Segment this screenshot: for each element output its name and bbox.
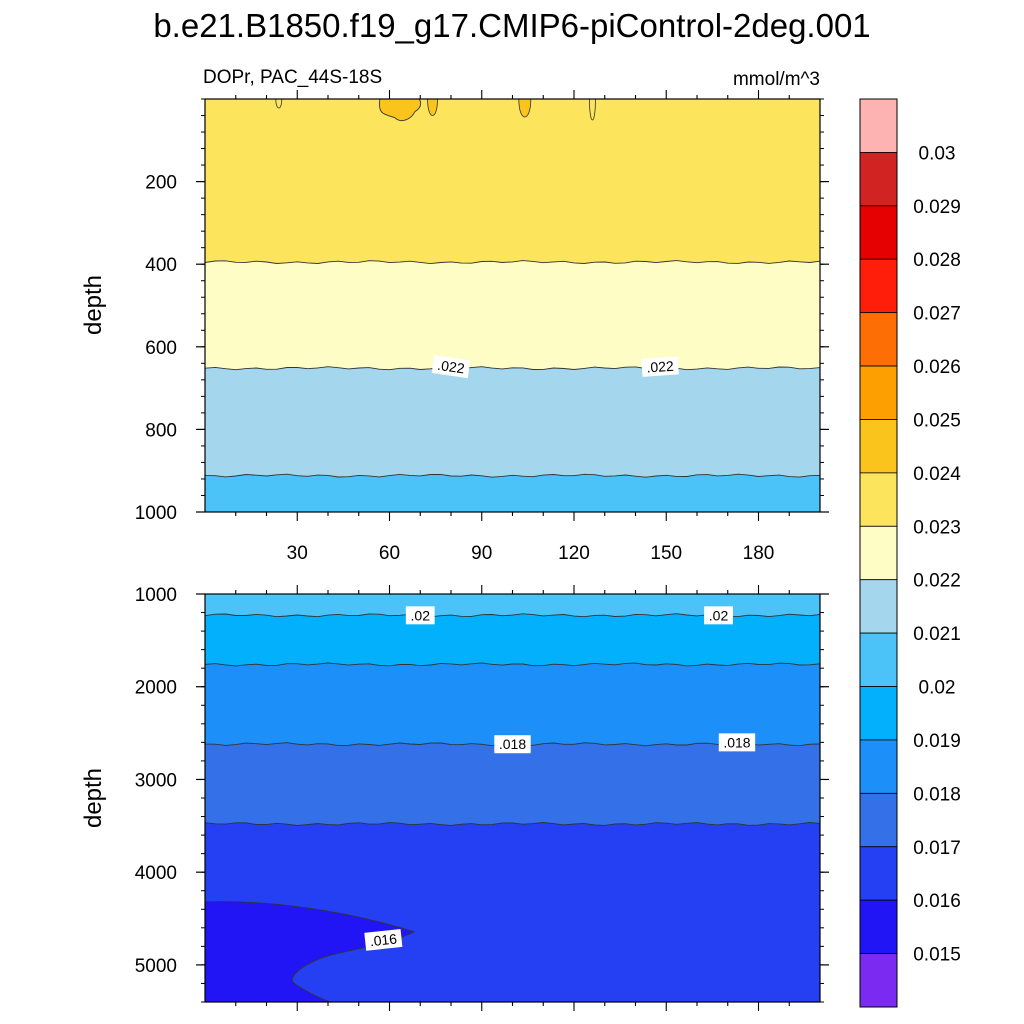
colorbar-swatch bbox=[859, 419, 898, 474]
lower-contour-label-1: .02 bbox=[704, 606, 733, 625]
lower-y-axis-label: depth bbox=[80, 768, 107, 828]
upper-contour-line-1 bbox=[204, 260, 821, 265]
colorbar-swatch bbox=[859, 579, 898, 634]
colorbar-swatch bbox=[859, 792, 898, 848]
lower-patch-0 bbox=[204, 901, 416, 1003]
figure-title: b.e21.B1850.f19_g17.CMIP6-piControl-2deg… bbox=[153, 7, 870, 44]
lower-band-1 bbox=[205, 613, 820, 666]
colorbar-swatch bbox=[859, 258, 898, 314]
colorbar-label: 0.017 bbox=[913, 838, 961, 859]
colorbar-label: 0.015 bbox=[913, 945, 961, 966]
contour-label-text: .016 bbox=[369, 930, 398, 949]
upper-contour-line-2 bbox=[204, 366, 821, 371]
colorbar-swatch bbox=[859, 632, 898, 687]
colorbar-label: 0.025 bbox=[913, 410, 961, 431]
upper-x-tick-label: 90 bbox=[471, 543, 492, 564]
upper-contour-line-3 bbox=[204, 473, 821, 478]
colorbar-label: 0.029 bbox=[913, 197, 961, 218]
colorbar-frame bbox=[859, 98, 898, 1008]
lower-contour-label-2: .018 bbox=[494, 735, 531, 754]
contour-label-box bbox=[364, 929, 403, 951]
colorbar-swatch bbox=[859, 525, 898, 581]
upper-band-0 bbox=[205, 99, 820, 264]
upper-x-tick-label: 30 bbox=[287, 543, 308, 564]
colorbar-label: 0.027 bbox=[913, 304, 961, 325]
upper-subtitle-left: DOPr, PAC_44S-18S bbox=[203, 67, 382, 88]
lower-y-tick-label: 2000 bbox=[135, 678, 177, 699]
upper-plume-3 bbox=[589, 98, 596, 121]
upper-band-2 bbox=[205, 366, 820, 478]
upper-band-1 bbox=[205, 260, 820, 370]
contour-label-text: .022 bbox=[436, 357, 465, 377]
colorbar-swatch bbox=[859, 686, 898, 741]
colorbar-swatch bbox=[859, 899, 898, 954]
upper-contour-plot: 200 400 600 800 1000 30 60 90 120 150 180 .022 .022 bbox=[135, 90, 829, 564]
upper-contour-label-1: .022 bbox=[641, 356, 679, 377]
upper-band-3 bbox=[205, 474, 820, 512]
upper-x-tick-label: 180 bbox=[743, 543, 775, 564]
colorbar-swatch bbox=[859, 953, 898, 1008]
upper-y-tick-label: 600 bbox=[145, 338, 177, 359]
colorbar-label: 0.03 bbox=[919, 143, 956, 164]
colorbar-label: 0.028 bbox=[913, 250, 961, 271]
colorbar-label: 0.024 bbox=[913, 464, 961, 485]
contour-label-text: .02 bbox=[411, 607, 431, 623]
colorbar-swatch bbox=[859, 846, 898, 901]
colorbar-label: 0.022 bbox=[913, 571, 961, 592]
contour-label-text: .018 bbox=[723, 734, 750, 750]
upper-y-tick-label: 200 bbox=[145, 173, 177, 194]
lower-y-tick-label: 3000 bbox=[135, 770, 177, 791]
upper-y-tick-label: 1000 bbox=[135, 503, 177, 524]
contour-label-box bbox=[718, 733, 756, 752]
contour-label-box bbox=[704, 606, 733, 625]
lower-contour-label-4: .016 bbox=[364, 929, 403, 951]
upper-contour-label-0: .022 bbox=[431, 355, 471, 379]
lower-y-tick-label: 5000 bbox=[135, 956, 177, 977]
colorbar: 0.015 0.016 0.017 0.018 0.019 0.02 0.021 0.022 0… bbox=[859, 98, 961, 1008]
colorbar-label: 0.026 bbox=[913, 357, 961, 378]
colorbar-swatch bbox=[859, 312, 898, 367]
lower-contour-label-3: .018 bbox=[718, 733, 756, 752]
upper-patch-0 bbox=[379, 98, 422, 122]
colorbar-swatch bbox=[859, 98, 898, 153]
lower-contour-line-2 bbox=[204, 662, 821, 667]
colorbar-label: 0.023 bbox=[913, 517, 961, 538]
upper-subtitle-right: mmol/m^3 bbox=[733, 69, 820, 90]
contour-label-box bbox=[494, 735, 531, 754]
lower-y-tick-label: 1000 bbox=[135, 585, 177, 606]
lower-contour-line-4 bbox=[204, 822, 821, 826]
lower-contour-plot: 1000 2000 3000 4000 5000 .02 .02 .018 .018 .016 bbox=[135, 585, 829, 1011]
colorbar-swatch bbox=[859, 365, 898, 420]
lower-y-tick-label: 4000 bbox=[135, 863, 177, 884]
contour-label-box bbox=[431, 355, 471, 379]
contour-label-text: .02 bbox=[709, 607, 729, 623]
colorbar-label: 0.02 bbox=[919, 678, 956, 699]
lower-band-4 bbox=[205, 822, 820, 1002]
contour-label-box bbox=[405, 606, 435, 625]
colorbar-swatch bbox=[859, 472, 898, 527]
colorbar-label: 0.018 bbox=[913, 784, 961, 805]
lower-contour-label-0: .02 bbox=[405, 606, 435, 625]
upper-plume-0 bbox=[275, 98, 283, 109]
contour-label-box bbox=[641, 356, 679, 377]
upper-x-tick-label: 120 bbox=[558, 543, 590, 564]
upper-x-tick-label: 150 bbox=[650, 543, 682, 564]
colorbar-swatch bbox=[859, 205, 898, 260]
colorbar-label: 0.019 bbox=[913, 731, 961, 752]
colorbar-swatch bbox=[859, 739, 898, 794]
upper-y-tick-label: 400 bbox=[145, 255, 177, 276]
colorbar-label: 0.016 bbox=[913, 891, 961, 912]
contour-label-text: .022 bbox=[646, 358, 675, 376]
lower-band-3 bbox=[205, 742, 820, 826]
lower-band-0 bbox=[205, 594, 820, 617]
colorbar-label: 0.021 bbox=[913, 624, 961, 645]
upper-y-tick-label: 800 bbox=[145, 420, 177, 441]
colorbar-swatch bbox=[859, 152, 898, 207]
lower-band-2 bbox=[205, 662, 820, 746]
upper-y-axis-label: depth bbox=[80, 275, 107, 335]
upper-x-tick-label: 60 bbox=[379, 543, 400, 564]
contour-label-text: .018 bbox=[499, 736, 526, 752]
